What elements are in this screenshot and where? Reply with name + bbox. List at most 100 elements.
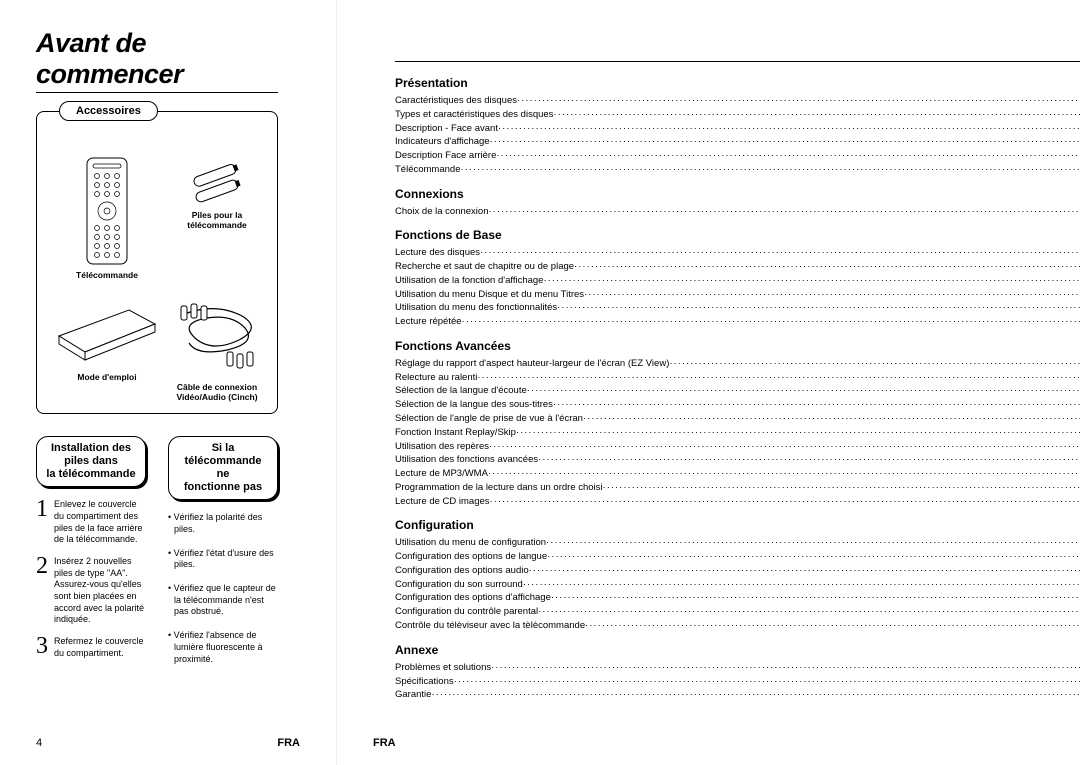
toc-item-label: Configuration du son surround [395, 578, 523, 592]
install-steps: 1Enlevez le couvercle du compartiment de… [36, 499, 146, 659]
toc-dots [462, 315, 1080, 329]
toc-item: Contrôle du télèviseur avec la tèlècomma… [395, 619, 1080, 633]
toc-item-label: Fonction Instant Replay/Skip [395, 426, 516, 440]
toc-item: Description Face arrière 11 [395, 149, 1080, 163]
toc-item: Configuration du contrôle parental 48 [395, 605, 1080, 619]
toc-dots [557, 301, 1080, 315]
toc-item-label: Description - Face avant [395, 122, 498, 136]
step-text: Enlevez le couvercle du compartiment des… [54, 499, 146, 546]
toc-item: Utilisation des fonctions avancées 35 [395, 453, 1080, 467]
toc-item-label: Utilisation du menu des fonctionnalités [395, 301, 557, 315]
toc-item-label: Recherche et saut de chapitre ou de plag… [395, 260, 574, 274]
toc-item-label: Programmation de la lecture dans un ordr… [395, 481, 603, 495]
toc-dots [543, 274, 1080, 288]
trouble-title: Si la télécommande nefonctionne pas [168, 436, 278, 501]
toc-section-head: Connexions [395, 187, 1080, 201]
toc-dots [547, 550, 1080, 564]
right-lang: FRA [373, 737, 1080, 749]
toc-dots [603, 481, 1080, 495]
toc-item: Garantie 52 [395, 688, 1080, 702]
toc-item: Utilisation des repères 34 [395, 440, 1080, 454]
accessories-box: Accessoires [36, 111, 278, 414]
toc-dots [529, 564, 1080, 578]
accessory-cable: Câble de connexionVidéo/Audio (Cinch) [167, 298, 267, 402]
right-page: Table Des Matieres PrésentationCaractéri… [337, 0, 1080, 765]
toc-dots [480, 246, 1080, 260]
toc-section-head: Fonctions de Base [395, 228, 1080, 242]
step-number: 1 [36, 499, 48, 546]
toc-item-label: Sélection de l'angle de prise de vue à l… [395, 412, 583, 426]
toc-item: Configuration des options audio 44 [395, 564, 1080, 578]
toc-dots [583, 412, 1080, 426]
toc-item: Utilisation de la fonction d'affichage 2… [395, 274, 1080, 288]
toc-item: Lecture de MP3/WMA 36 [395, 467, 1080, 481]
toc-section: PrésentationCaractéristiques des disques… [395, 76, 1080, 177]
toc-dots [584, 288, 1080, 302]
toc-list: Problèmes et solutions 50Spécifications … [395, 661, 1080, 702]
toc-item-label: Configuration des options de langue [395, 550, 547, 564]
toc-list: Choix de la connexion 18 [395, 205, 1080, 219]
toc-item: Utilisation du menu de configuration 41 [395, 536, 1080, 550]
left-footer: 4 FRA [0, 737, 336, 749]
toc-dots [496, 149, 1080, 163]
toc-dots [431, 688, 1080, 702]
toc-item-label: Utilisation des fonctions avancées [395, 453, 538, 467]
toc-item-label: Réglage du rapport d'aspect hauteur-larg… [395, 357, 669, 371]
remote-icon [84, 156, 130, 266]
toc-dots [490, 495, 1080, 509]
accessory-manual-caption: Mode d'emploi [47, 372, 167, 382]
toc-item: Utilisation du menu des fonctionnalités … [395, 301, 1080, 315]
toc-item: Télécommande 14 [395, 163, 1080, 177]
toc-dots [553, 398, 1080, 412]
toc-item-label: Contrôle du télèviseur avec la tèlècomma… [395, 619, 585, 633]
toc-item-label: Sélection de la langue d'écoute [395, 384, 527, 398]
cable-icon [167, 298, 267, 378]
toc-item-label: Télécommande [395, 163, 460, 177]
left-page-title: Avant de commencer [36, 28, 278, 90]
toc-item-label: Relecture au ralenti [395, 371, 477, 385]
trouble-bullet: Vérifiez l'état d'usure des piles. [168, 548, 278, 571]
toc-item-label: Utilisation du menu de configuration [395, 536, 546, 550]
toc-item-label: Utilisation de la fonction d'affichage [395, 274, 543, 288]
trouble-column: Si la télécommande nefonctionne pas Véri… [168, 436, 278, 678]
toc-section: ConfigurationUtilisation du menu de conf… [395, 518, 1080, 632]
toc-item: Lecture des disques 20 [395, 246, 1080, 260]
step-text: Refermez le couvercle du compartiment. [54, 636, 146, 659]
toc-dots [454, 675, 1080, 689]
install-title: Installation des piles dansla télécomman… [36, 436, 146, 488]
toc-section: Connexions Choix de la connexion 18 [395, 187, 1080, 219]
toc-item: Types et caractéristiques des disques 7 [395, 108, 1080, 122]
toc-item: Fonction Instant Replay/Skip 33 [395, 426, 1080, 440]
toc-item-label: Indicateurs d'affichage [395, 135, 490, 149]
toc-dots [477, 371, 1080, 385]
toc-item: Sélection de la langue d'écoute 30 [395, 384, 1080, 398]
toc-dots [516, 426, 1080, 440]
right-footer: 5 FRA [337, 737, 1080, 749]
toc-item-label: Garantie [395, 688, 431, 702]
toc-item: Lecture de CD images 39 [395, 495, 1080, 509]
toc-item: Spécifications 51 [395, 675, 1080, 689]
toc-item-label: Configuration des options audio [395, 564, 529, 578]
toc-item: Réglage du rapport d'aspect hauteur-larg… [395, 357, 1080, 371]
toc-item-label: Lecture de MP3/WMA [395, 467, 488, 481]
toc-item-label: Spécifications [395, 675, 454, 689]
install-column: Installation des piles dansla télécomman… [36, 436, 146, 678]
toc-item-label: Choix de la connexion [395, 205, 488, 219]
toc-section: AnnexeProblèmes et solutions 50Spécifica… [395, 643, 1080, 702]
toc-item-label: Utilisation du menu Disque et du menu Ti… [395, 288, 584, 302]
toc-dots [460, 163, 1080, 177]
toc-dots [523, 578, 1080, 592]
toc-dots [538, 453, 1080, 467]
toc-item-label: Configuration des options d'affichage [395, 591, 551, 605]
toc-dots [490, 135, 1080, 149]
toc-section-head: Présentation [395, 76, 1080, 90]
trouble-bullet: Vérifiez que le capteur de la télécomman… [168, 583, 278, 618]
toc-list: Réglage du rapport d'aspect hauteur-larg… [395, 357, 1080, 508]
toc-dots [669, 357, 1080, 371]
left-page: Avant de commencer Accessoires [0, 0, 337, 765]
toc-item-label: Lecture de CD images [395, 495, 490, 509]
step-number: 2 [36, 556, 48, 626]
trouble-bullets: Vérifiez la polarité des piles.Vérifiez … [168, 512, 278, 665]
accessories-label: Accessoires [59, 101, 158, 121]
toc-item-label: Types et caractéristiques des disques [395, 108, 553, 122]
